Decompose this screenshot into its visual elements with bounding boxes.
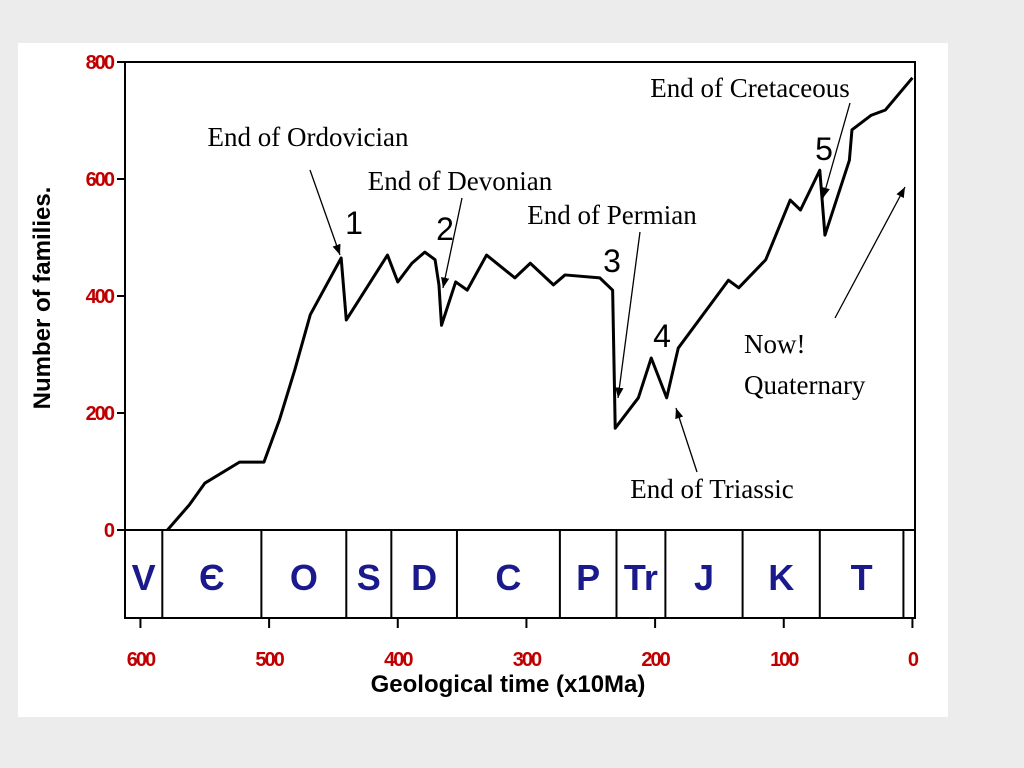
period-label: C	[495, 557, 521, 598]
data-line	[166, 76, 914, 531]
period-label: J	[694, 557, 714, 598]
annotation-arrow	[441, 197, 463, 289]
period-label: T	[851, 557, 873, 598]
x-axis-title: Geological time (x10Ma)	[371, 671, 646, 698]
y-tick-label: 200	[86, 403, 115, 425]
period-label: O	[290, 557, 318, 598]
annotation-text: End of Cretaceous	[650, 73, 849, 103]
event-number: 5	[815, 131, 833, 167]
period-label: S	[357, 557, 381, 598]
annotation-text: End of Triassic	[630, 474, 794, 504]
period-label: D	[411, 557, 437, 598]
annotation-arrow	[309, 169, 341, 256]
x-tick-label: 600	[127, 649, 156, 671]
event-number: 3	[603, 243, 621, 279]
x-tick-label: 500	[255, 649, 284, 671]
x-tick-label: 300	[513, 649, 542, 671]
annotation-arrow	[834, 186, 906, 319]
annotation-text: End of Ordovician	[208, 122, 409, 152]
period-label: K	[768, 557, 794, 598]
annotation-text: Now!	[744, 329, 806, 359]
panel	[18, 43, 948, 717]
annotation-text: Quaternary	[744, 370, 866, 400]
annotation-arrow	[675, 407, 698, 473]
annotation-text: End of Permian	[527, 200, 697, 230]
y-axis-title: Number of families.	[29, 187, 56, 410]
period-label: Tr	[624, 557, 658, 598]
period-band	[124, 529, 916, 619]
y-tick-label: 800	[86, 52, 115, 74]
period-label: V	[132, 557, 156, 598]
annotation-text: End of Devonian	[368, 166, 553, 196]
period-label: P	[576, 557, 600, 598]
x-tick-label: 100	[770, 649, 799, 671]
event-number: 1	[345, 205, 363, 241]
annotation-arrow	[821, 102, 851, 199]
y-tick-label: 600	[86, 169, 115, 191]
event-number: 4	[653, 318, 671, 354]
x-tick-label: 400	[384, 649, 413, 671]
period-label: Є	[199, 557, 225, 598]
y-tick-label: 400	[86, 286, 115, 308]
event-number: 2	[436, 211, 454, 247]
annotation-arrow	[615, 231, 641, 399]
x-tick-label: 200	[641, 649, 670, 671]
